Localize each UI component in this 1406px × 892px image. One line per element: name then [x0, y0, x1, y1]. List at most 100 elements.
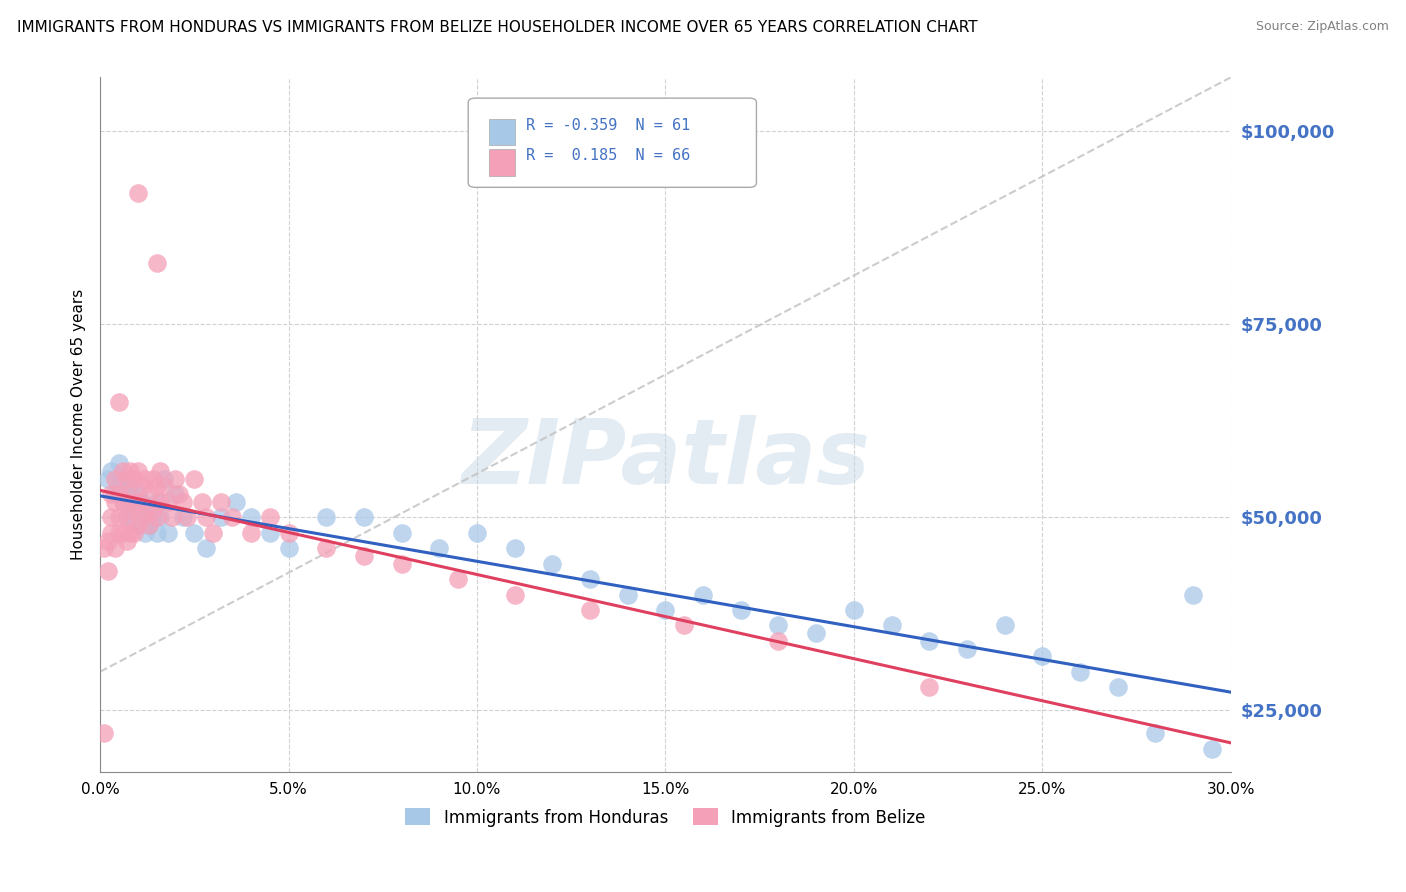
Immigrants from Belize — [156, 495, 179, 509]
Immigrants from Honduras — [122, 510, 145, 524]
Immigrants from Honduras — [138, 518, 160, 533]
Immigrants from Honduras — [156, 525, 179, 540]
Immigrants from Belize — [127, 495, 149, 509]
Immigrants from Honduras — [1144, 726, 1167, 740]
Immigrants from Belize — [142, 502, 165, 516]
Immigrants from Honduras — [111, 472, 134, 486]
Text: ZIPatlas: ZIPatlas — [461, 416, 870, 503]
Immigrants from Belize — [579, 603, 602, 617]
Immigrants from Belize — [172, 495, 194, 509]
Immigrants from Belize — [93, 726, 115, 740]
Immigrants from Honduras — [993, 618, 1015, 632]
Immigrants from Belize — [149, 464, 172, 478]
Immigrants from Honduras — [127, 487, 149, 501]
Immigrants from Honduras — [768, 618, 790, 632]
Immigrants from Honduras — [104, 487, 127, 501]
Immigrants from Honduras — [465, 525, 488, 540]
Immigrants from Belize — [111, 495, 134, 509]
Immigrants from Belize — [134, 472, 156, 486]
Immigrants from Belize — [145, 255, 167, 269]
Immigrants from Belize — [120, 525, 142, 540]
Immigrants from Honduras — [122, 495, 145, 509]
Immigrants from Honduras — [1069, 665, 1091, 679]
Immigrants from Honduras — [427, 541, 450, 556]
Immigrants from Honduras — [804, 626, 827, 640]
Immigrants from Honduras — [1181, 588, 1204, 602]
Immigrants from Belize — [149, 495, 172, 509]
Immigrants from Belize — [120, 502, 142, 516]
Immigrants from Belize — [100, 487, 122, 501]
Immigrants from Honduras — [134, 525, 156, 540]
Text: R =  0.185  N = 66: R = 0.185 N = 66 — [526, 148, 690, 163]
Legend: Immigrants from Honduras, Immigrants from Belize: Immigrants from Honduras, Immigrants fro… — [398, 802, 932, 833]
Immigrants from Belize — [221, 510, 243, 524]
Immigrants from Honduras — [1201, 742, 1223, 756]
Immigrants from Belize — [315, 541, 337, 556]
Text: R = -0.359  N = 61: R = -0.359 N = 61 — [526, 118, 690, 133]
Immigrants from Honduras — [225, 495, 247, 509]
Immigrants from Belize — [104, 472, 127, 486]
Immigrants from Honduras — [120, 479, 142, 493]
Immigrants from Belize — [239, 525, 262, 540]
Immigrants from Belize — [277, 525, 299, 540]
Text: IMMIGRANTS FROM HONDURAS VS IMMIGRANTS FROM BELIZE HOUSEHOLDER INCOME OVER 65 YE: IMMIGRANTS FROM HONDURAS VS IMMIGRANTS F… — [17, 20, 977, 35]
Immigrants from Honduras — [880, 618, 903, 632]
Immigrants from Belize — [115, 472, 138, 486]
Text: Source: ZipAtlas.com: Source: ZipAtlas.com — [1256, 20, 1389, 33]
Immigrants from Honduras — [134, 510, 156, 524]
Immigrants from Belize — [153, 479, 176, 493]
Immigrants from Belize — [918, 680, 941, 694]
Immigrants from Honduras — [503, 541, 526, 556]
Immigrants from Honduras — [1107, 680, 1129, 694]
Immigrants from Honduras — [956, 641, 979, 656]
Immigrants from Honduras — [277, 541, 299, 556]
Immigrants from Belize — [108, 525, 131, 540]
Immigrants from Belize — [100, 510, 122, 524]
Immigrants from Belize — [391, 557, 413, 571]
Immigrants from Belize — [115, 510, 138, 524]
Immigrants from Belize — [138, 487, 160, 501]
Immigrants from Belize — [111, 525, 134, 540]
Immigrants from Honduras — [353, 510, 375, 524]
Immigrants from Honduras — [131, 502, 153, 516]
Immigrants from Belize — [142, 472, 165, 486]
Immigrants from Belize — [120, 464, 142, 478]
Immigrants from Belize — [108, 394, 131, 409]
Immigrants from Honduras — [616, 588, 638, 602]
Immigrants from Belize — [97, 565, 120, 579]
Immigrants from Honduras — [115, 510, 138, 524]
Immigrants from Honduras — [579, 572, 602, 586]
Immigrants from Honduras — [131, 495, 153, 509]
Immigrants from Belize — [122, 525, 145, 540]
Immigrants from Belize — [673, 618, 696, 632]
Immigrants from Honduras — [127, 518, 149, 533]
Immigrants from Belize — [145, 510, 167, 524]
Immigrants from Belize — [122, 495, 145, 509]
Immigrants from Belize — [768, 633, 790, 648]
Immigrants from Belize — [108, 510, 131, 524]
Immigrants from Belize — [127, 464, 149, 478]
Immigrants from Honduras — [138, 502, 160, 516]
Immigrants from Honduras — [153, 472, 176, 486]
Immigrants from Belize — [127, 186, 149, 201]
Immigrants from Honduras — [142, 510, 165, 524]
Immigrants from Belize — [111, 464, 134, 478]
Immigrants from Honduras — [730, 603, 752, 617]
Immigrants from Belize — [127, 518, 149, 533]
Immigrants from Belize — [134, 502, 156, 516]
Immigrants from Honduras — [172, 510, 194, 524]
Immigrants from Belize — [209, 495, 232, 509]
Immigrants from Honduras — [108, 456, 131, 470]
Immigrants from Belize — [104, 541, 127, 556]
Immigrants from Belize — [131, 479, 153, 493]
Immigrants from Belize — [176, 510, 198, 524]
Immigrants from Belize — [115, 487, 138, 501]
Immigrants from Honduras — [145, 495, 167, 509]
Immigrants from Belize — [191, 495, 214, 509]
Immigrants from Belize — [353, 549, 375, 563]
Immigrants from Belize — [122, 472, 145, 486]
Immigrants from Honduras — [145, 525, 167, 540]
Immigrants from Honduras — [120, 502, 142, 516]
Immigrants from Belize — [115, 533, 138, 548]
Immigrants from Honduras — [239, 510, 262, 524]
